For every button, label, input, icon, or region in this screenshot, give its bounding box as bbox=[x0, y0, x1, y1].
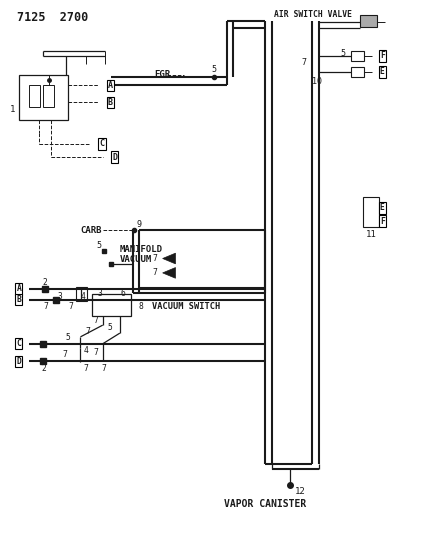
Bar bbox=[43, 85, 54, 107]
Text: 5: 5 bbox=[65, 334, 70, 342]
Text: 7: 7 bbox=[101, 365, 106, 373]
Text: 8: 8 bbox=[139, 302, 144, 311]
Bar bbox=[351, 51, 364, 61]
Text: 5: 5 bbox=[108, 324, 113, 332]
Text: F: F bbox=[380, 217, 385, 225]
Text: CARB: CARB bbox=[80, 226, 102, 235]
Polygon shape bbox=[163, 268, 175, 278]
Text: 5: 5 bbox=[96, 241, 101, 249]
Text: 7: 7 bbox=[153, 269, 158, 277]
Text: 5: 5 bbox=[211, 65, 217, 74]
Text: 7: 7 bbox=[301, 59, 306, 67]
Text: D: D bbox=[16, 357, 21, 366]
Text: E: E bbox=[380, 68, 385, 76]
Text: AIR SWITCH VALVE: AIR SWITCH VALVE bbox=[274, 11, 352, 19]
Text: 7: 7 bbox=[62, 351, 68, 359]
Text: F: F bbox=[380, 52, 385, 60]
Text: 7: 7 bbox=[86, 327, 90, 336]
Text: 7: 7 bbox=[68, 302, 73, 311]
Text: MANIFOLD
VACUUM: MANIFOLD VACUUM bbox=[120, 245, 163, 264]
Text: VACUUM SWITCH: VACUUM SWITCH bbox=[152, 302, 220, 311]
Text: 3: 3 bbox=[57, 292, 62, 301]
Text: 7125  2700: 7125 2700 bbox=[17, 11, 88, 23]
Text: 5: 5 bbox=[340, 49, 345, 58]
Text: 7: 7 bbox=[93, 317, 98, 325]
Polygon shape bbox=[163, 253, 175, 264]
Bar bbox=[92, 294, 131, 316]
Text: C: C bbox=[99, 140, 104, 148]
Text: 10: 10 bbox=[312, 77, 322, 85]
Text: 4: 4 bbox=[81, 292, 86, 301]
Text: 3: 3 bbox=[97, 289, 102, 297]
Text: 2: 2 bbox=[41, 365, 46, 373]
Text: 7: 7 bbox=[94, 349, 99, 357]
Bar bbox=[363, 197, 379, 227]
Bar bbox=[29, 85, 40, 107]
Text: 12: 12 bbox=[295, 487, 306, 496]
Text: EGR: EGR bbox=[154, 70, 170, 79]
Text: A: A bbox=[16, 285, 21, 293]
Bar bbox=[76, 287, 87, 301]
Bar bbox=[360, 15, 377, 27]
Text: 1: 1 bbox=[10, 105, 15, 114]
Text: 6: 6 bbox=[121, 289, 126, 297]
Text: B: B bbox=[108, 98, 113, 107]
Text: 7: 7 bbox=[153, 254, 158, 263]
Text: VAPOR CANISTER: VAPOR CANISTER bbox=[224, 499, 306, 508]
Bar bbox=[351, 67, 364, 77]
Text: E: E bbox=[380, 204, 385, 212]
Text: C: C bbox=[16, 340, 21, 348]
Text: 4: 4 bbox=[83, 346, 88, 355]
Bar bbox=[19, 75, 68, 120]
Text: B: B bbox=[16, 295, 21, 304]
Text: A: A bbox=[108, 81, 113, 90]
Text: 9: 9 bbox=[137, 221, 142, 229]
Text: 7: 7 bbox=[44, 302, 49, 311]
Text: D: D bbox=[112, 153, 117, 161]
Text: 7: 7 bbox=[83, 365, 88, 373]
Text: 2: 2 bbox=[42, 278, 48, 287]
Text: 11: 11 bbox=[366, 230, 377, 239]
